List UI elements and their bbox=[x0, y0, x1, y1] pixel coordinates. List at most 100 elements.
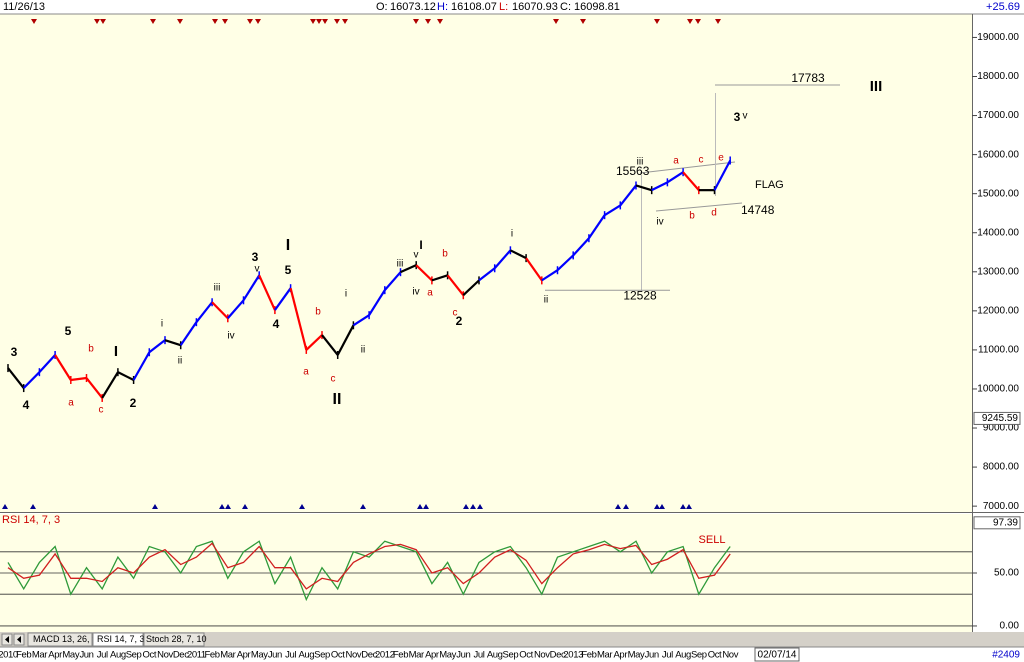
y-tick-label: 10000.00 bbox=[977, 384, 1019, 395]
x-tick-label: Aug bbox=[675, 650, 691, 661]
wave-label: b bbox=[689, 211, 695, 222]
wave-label: 5 bbox=[65, 324, 72, 338]
x-tick-label: 2010 bbox=[0, 650, 18, 661]
y-tick-label: 13000.00 bbox=[977, 266, 1019, 277]
price-segment bbox=[117, 371, 135, 381]
tab-active[interactable] bbox=[92, 632, 144, 647]
y-tick-label: 0.00 bbox=[1000, 621, 1020, 632]
high-label: H: bbox=[437, 1, 448, 13]
wave-label: i bbox=[345, 289, 347, 300]
header: 11/26/13 O: 16073.12 H: 16108.07 L: 1607… bbox=[3, 1, 1020, 13]
x-tick-label: Mar bbox=[597, 650, 612, 661]
wave-label: 3 bbox=[252, 250, 259, 264]
price-segment bbox=[195, 301, 213, 323]
tab[interactable] bbox=[27, 632, 93, 647]
price-segment bbox=[619, 184, 637, 207]
price-marker-box bbox=[973, 411, 1021, 425]
tab-label[interactable]: MACD 13, 26, 9 bbox=[33, 634, 97, 644]
y-tick-label: 17000.00 bbox=[977, 110, 1019, 121]
x-tick-label: Jul bbox=[662, 650, 673, 661]
x-tick-label: Apr bbox=[237, 650, 251, 661]
price-segment bbox=[274, 287, 292, 311]
low-value: 16070.93 bbox=[512, 1, 558, 13]
low-label: L: bbox=[499, 1, 508, 13]
price-segment bbox=[400, 264, 417, 274]
wave-label: b bbox=[315, 307, 321, 318]
wave-label: i bbox=[161, 319, 163, 330]
price-segment bbox=[164, 339, 182, 347]
buy-signal bbox=[299, 504, 305, 509]
target-level-label: 17783 bbox=[791, 71, 825, 85]
wave-label: c bbox=[331, 374, 336, 385]
buy-signal bbox=[242, 504, 248, 509]
x-tick-label: Sep bbox=[691, 650, 707, 661]
y-tick-label: 50.00 bbox=[994, 568, 1019, 579]
x-tick-label: Apr bbox=[425, 650, 439, 661]
wave-label: v bbox=[255, 264, 260, 275]
price-segment bbox=[682, 171, 700, 191]
price-segment bbox=[415, 264, 433, 282]
open-label: O: bbox=[376, 1, 388, 13]
end-date: 02/07/14 bbox=[758, 650, 797, 661]
buy-signal bbox=[30, 504, 36, 509]
sell-signal bbox=[437, 19, 443, 24]
tab[interactable] bbox=[143, 632, 205, 647]
x-tick-label: Dec bbox=[361, 650, 377, 661]
buy-signal bbox=[470, 504, 476, 509]
y-tick-label: 9000.00 bbox=[983, 423, 1020, 434]
sell-signal bbox=[654, 19, 660, 24]
wave-label: I bbox=[114, 343, 118, 360]
close-label: C: bbox=[560, 1, 571, 13]
sell-signal bbox=[342, 19, 348, 24]
buy-signal bbox=[477, 504, 483, 509]
x-tick-label: Jun bbox=[268, 650, 282, 661]
header-date: 11/26/13 bbox=[3, 1, 45, 13]
sell-signal bbox=[413, 19, 419, 24]
wave-label: e bbox=[718, 153, 724, 164]
x-tick-label: 2013 bbox=[563, 650, 583, 661]
y-tick-label: 7000.00 bbox=[983, 501, 1020, 512]
wave-label: d bbox=[711, 208, 717, 219]
tab-label[interactable]: Stoch 28, 7, 10 bbox=[146, 634, 207, 644]
price-segment bbox=[211, 301, 229, 320]
price-segment bbox=[336, 324, 355, 356]
tab-label[interactable]: RSI 14, 7, 3 bbox=[97, 634, 145, 644]
rsi-value-box bbox=[973, 516, 1021, 530]
x-tick-label: Mar bbox=[32, 650, 47, 661]
price-segment bbox=[446, 274, 465, 296]
wave-label: 5 bbox=[285, 263, 292, 277]
wave-label: II bbox=[333, 391, 342, 408]
open-value: 16073.12 bbox=[390, 1, 436, 13]
x-tick-label: Jun bbox=[456, 650, 470, 661]
sell-signal bbox=[322, 19, 328, 24]
price-segment bbox=[713, 159, 732, 191]
price-segment bbox=[132, 351, 151, 381]
price-segment bbox=[478, 267, 496, 282]
buy-signal bbox=[2, 504, 8, 509]
price-segment bbox=[7, 367, 25, 389]
x-tick-label: Apr bbox=[614, 650, 628, 661]
wave-label: ii bbox=[361, 345, 365, 356]
wave-label: 4 bbox=[23, 398, 30, 412]
sell-signal bbox=[687, 19, 693, 24]
x-tick-label: Jun bbox=[645, 650, 659, 661]
change: +25.69 bbox=[986, 1, 1020, 13]
buy-signal bbox=[680, 504, 686, 509]
wave-label: iv bbox=[227, 331, 234, 342]
wave-label: ii bbox=[544, 295, 548, 306]
buy-signal bbox=[225, 504, 231, 509]
x-tick-label: Jul bbox=[285, 650, 296, 661]
x-tick-label: Aug bbox=[487, 650, 503, 661]
buy-signal bbox=[654, 504, 660, 509]
sell-annotation: SELL bbox=[699, 534, 726, 546]
wave-label: 4 bbox=[273, 317, 280, 331]
buy-signal bbox=[463, 504, 469, 509]
price-segment bbox=[509, 249, 527, 260]
x-tick-label: Sep bbox=[503, 650, 519, 661]
sell-signal bbox=[222, 19, 228, 24]
x-tick-label: Nov bbox=[346, 650, 362, 661]
x-tick-label: 2011 bbox=[187, 650, 206, 661]
wave-label: a bbox=[68, 398, 74, 409]
y-tick-label: 12000.00 bbox=[977, 305, 1019, 316]
wave-label: b bbox=[442, 249, 448, 260]
